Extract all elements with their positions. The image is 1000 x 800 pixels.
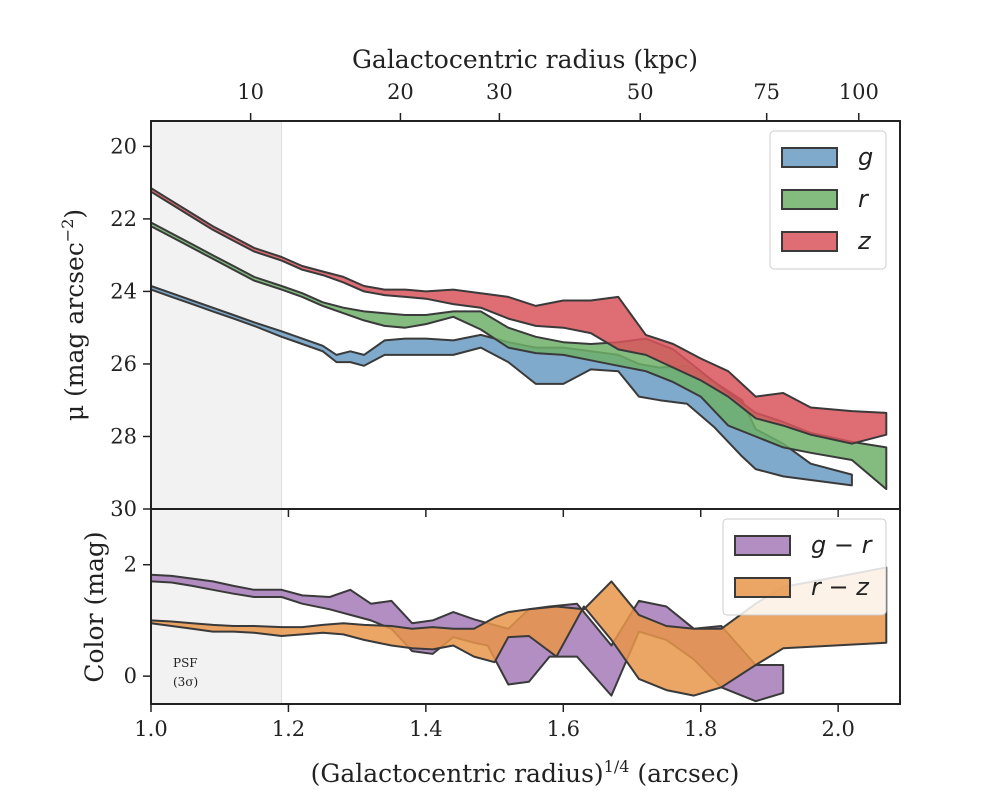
upper-panel: 20 22 24 26 28 30 10 20 30 50 75 100 grz xyxy=(110,80,901,521)
lower-axes-frame xyxy=(150,508,901,705)
lower-legend-swatch xyxy=(734,535,791,556)
bottom-axis-title: (Galactocentric radius)1/4 (arcsec) xyxy=(311,757,740,788)
top-xtick-label: 20 xyxy=(387,80,414,104)
upper-ytick-label: 26 xyxy=(110,352,137,376)
lower-panel: 0 2 1.0 1.2 1.4 1.6 1.8 2.0 g − r r − z xyxy=(124,508,901,741)
top-xtick-label: 30 xyxy=(486,80,513,104)
upper-legend: grz xyxy=(769,130,887,270)
psf-label-line2: (3σ) xyxy=(173,675,198,689)
upper-psf-region xyxy=(150,120,283,510)
psf-label-line1: PSF xyxy=(173,656,198,670)
xtick-label: 1.2 xyxy=(272,717,305,741)
top-xtick-label: 75 xyxy=(753,80,780,104)
lower-legend: g − r r − z xyxy=(722,518,887,616)
lower-ytick-label: 0 xyxy=(124,664,137,688)
top-axis-title: Galactocentric radius (kpc) xyxy=(352,45,698,74)
upper-ylabel: μ (mag arcsec−2) xyxy=(58,209,89,421)
upper-legend-label: g xyxy=(858,143,873,171)
upper-ylabel-close: ) xyxy=(60,209,89,219)
upper-band-r xyxy=(150,221,888,491)
lower-legend-label: g − r xyxy=(811,531,874,559)
xtick-label: 1.6 xyxy=(547,717,580,741)
upper-ylabel-main: μ (mag arcsec xyxy=(60,242,89,421)
upper-ytick-label: 22 xyxy=(110,207,137,231)
lower-legend-label: r − z xyxy=(811,573,870,601)
lower-band-rz xyxy=(150,566,888,697)
xtick-label: 1.8 xyxy=(684,717,717,741)
upper-legend-label: z xyxy=(857,227,872,255)
upper-ytick-label: 28 xyxy=(110,424,137,448)
upper-ytick-label: 24 xyxy=(110,279,137,303)
upper-ytick-label: 20 xyxy=(110,134,137,158)
upper-legend-swatch xyxy=(781,189,838,210)
bottom-axis-title-unit: (arcsec) xyxy=(629,759,739,788)
lower-ylabel: Color (mag) xyxy=(80,531,109,682)
upper-legend-swatch xyxy=(781,147,838,168)
bottom-axis-title-sup: 1/4 xyxy=(604,757,630,776)
upper-ytick-label: 30 xyxy=(110,497,137,521)
bottom-axis-title-main: (Galactocentric radius) xyxy=(311,759,604,788)
upper-ylabel-sup: −2 xyxy=(58,219,77,243)
top-xtick-label: 10 xyxy=(237,80,264,104)
top-xtick-label: 100 xyxy=(839,80,879,104)
axis-labels: Galactocentric radius (kpc) (Galactocent… xyxy=(58,45,739,788)
xtick-label: 2.0 xyxy=(821,717,854,741)
lower-psf-region xyxy=(150,508,283,705)
xtick-label: 1.4 xyxy=(409,717,442,741)
lower-ytick-label: 2 xyxy=(124,553,137,577)
upper-band-z xyxy=(150,187,888,445)
xtick-label: 1.0 xyxy=(134,717,167,741)
upper-legend-label: r xyxy=(858,185,870,213)
top-xtick-label: 50 xyxy=(627,80,654,104)
upper-legend-swatch xyxy=(781,231,838,252)
lower-legend-swatch xyxy=(734,577,791,598)
